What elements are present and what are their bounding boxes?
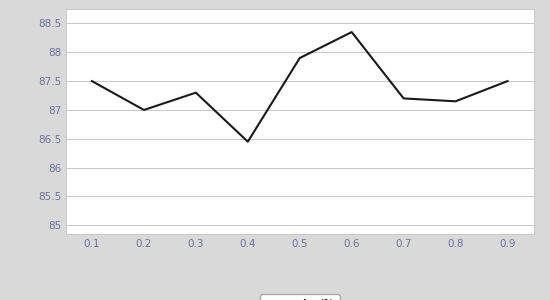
Acc/% xyxy=(452,100,459,103)
Acc/% xyxy=(348,30,355,34)
Acc/% xyxy=(141,108,147,112)
Acc/% xyxy=(296,56,303,60)
Acc/% xyxy=(89,79,95,83)
Legend: Acc/%: Acc/% xyxy=(260,294,339,300)
Acc/% xyxy=(245,140,251,143)
Acc/% xyxy=(400,97,407,100)
Acc/% xyxy=(192,91,199,94)
Acc/% xyxy=(504,79,511,83)
Line: Acc/%: Acc/% xyxy=(92,32,508,142)
